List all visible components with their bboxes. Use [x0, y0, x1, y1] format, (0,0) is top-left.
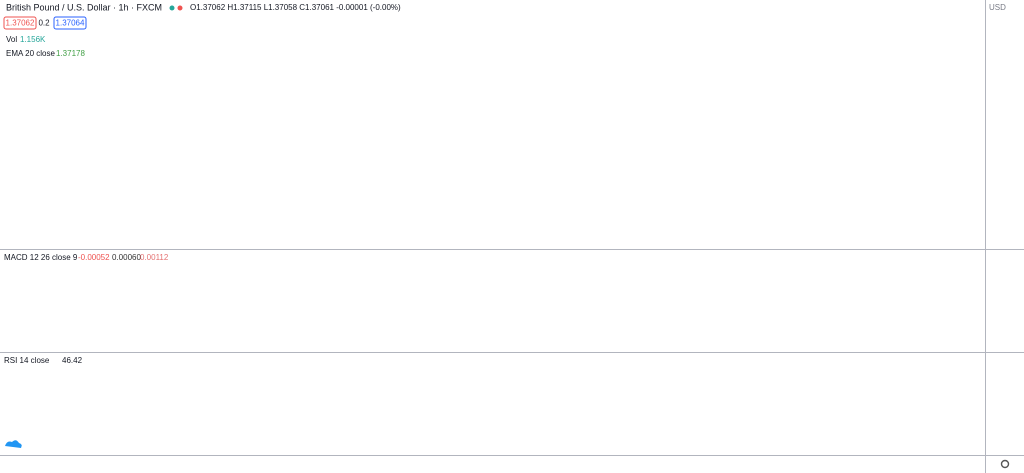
ask-price[interactable]: 1.37064: [56, 19, 85, 28]
rsi-value: 46.42: [62, 356, 83, 365]
macd-hist-value: -0.00052: [78, 253, 110, 262]
status-dot: [169, 5, 175, 11]
status-dot: [177, 5, 183, 11]
ema-value: 1.37178: [56, 49, 85, 58]
symbol-title: British Pound / U.S. Dollar · 1h · FXCM: [6, 2, 162, 12]
currency: USD: [989, 3, 1006, 12]
sell-button[interactable]: [3, 16, 37, 30]
logo: [5, 440, 22, 448]
buy-button[interactable]: [53, 16, 87, 30]
bid-price[interactable]: 1.37062: [6, 19, 35, 28]
volume-value: 1.156K: [20, 35, 46, 44]
ohlc: O1.37062 H1.37115 L1.37058 C1.37061 -0.0…: [190, 3, 401, 12]
macd-value: 0.00060: [112, 253, 141, 262]
volume-legend: Vol: [6, 35, 17, 44]
macd-legend: MACD 12 26 close 9: [4, 253, 78, 262]
macd-signal-value: 0.00112: [140, 253, 169, 262]
ema-legend: EMA 20 close: [6, 49, 55, 58]
settings-gear[interactable]: [1000, 459, 1010, 469]
spread: 0.2: [38, 19, 50, 28]
rsi-legend: RSI 14 close: [4, 356, 50, 365]
